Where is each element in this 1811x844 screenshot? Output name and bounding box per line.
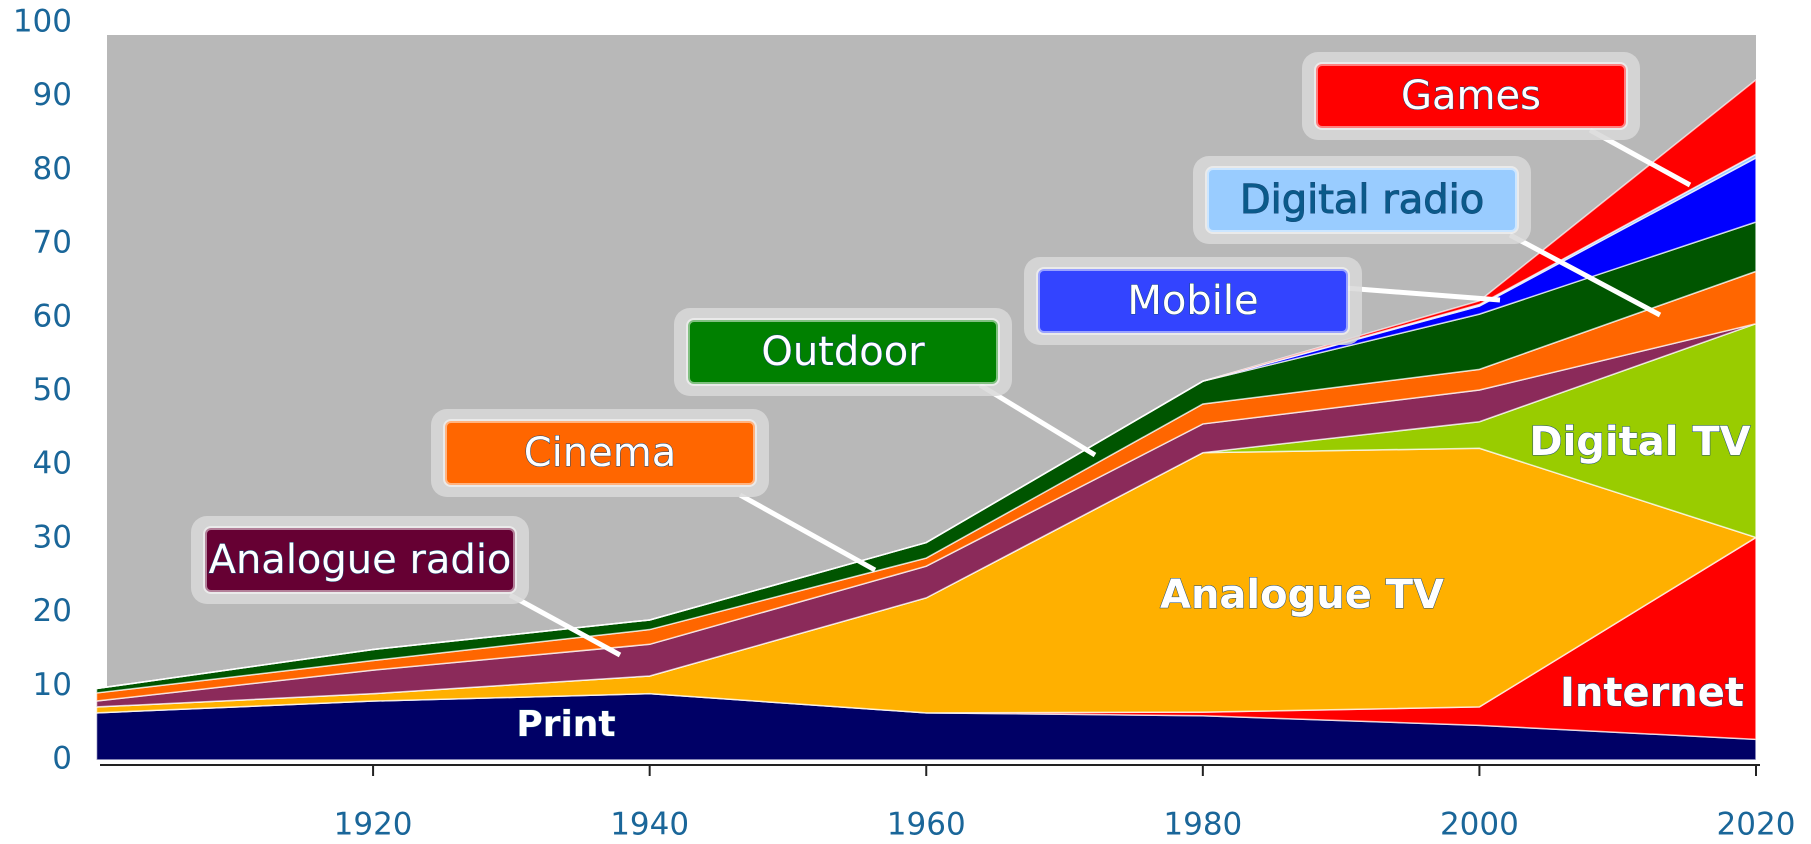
- x-tick-label: 1940: [610, 807, 689, 843]
- y-tick-label: 90: [33, 77, 72, 113]
- x-tick-label: 1960: [887, 807, 966, 843]
- arrow: [978, 382, 1097, 458]
- series-label: Analogue radio: [209, 537, 512, 583]
- x-tick-label: 2000: [1440, 807, 1519, 843]
- series-label: Print: [516, 704, 615, 745]
- areas: [95, 78, 1758, 761]
- y-tick-label: 0: [52, 741, 72, 777]
- arrows: [508, 127, 1692, 658]
- series-label: Cinema: [524, 430, 676, 476]
- label-box: [1205, 166, 1519, 234]
- y-tick-label: 50: [33, 372, 72, 408]
- y-tick-label: 40: [33, 446, 72, 482]
- area: [96, 78, 1757, 690]
- series-label: Games: [1401, 73, 1541, 119]
- x-tick-label: 1920: [334, 807, 413, 843]
- arrow: [738, 492, 877, 573]
- y-tick-label: 20: [33, 593, 72, 629]
- series-label: Digital TV: [1529, 419, 1750, 465]
- arrow: [1344, 285, 1501, 303]
- y-tick-label: 10: [33, 667, 72, 703]
- x-tick-label: 2020: [1717, 807, 1796, 843]
- x-tick-label: 1980: [1163, 807, 1242, 843]
- y-tick-label: 60: [33, 298, 72, 334]
- y-tick-label: 100: [13, 4, 72, 40]
- labels: Print Internet Analogue TV Digital TV Analog…: [191, 52, 1751, 746]
- label-box: [1314, 62, 1628, 130]
- series-label: Internet: [1560, 670, 1744, 716]
- y-tick-label: 80: [33, 151, 72, 187]
- series-label: Digital radio: [1240, 177, 1484, 223]
- arrow: [508, 592, 622, 658]
- label-box: [203, 526, 517, 594]
- arrow: [1508, 232, 1662, 318]
- y-tick-label: 70: [33, 225, 72, 261]
- series-label: Analogue TV: [1160, 572, 1444, 618]
- y-tick-label: 30: [33, 519, 72, 555]
- label-box: [686, 318, 1000, 386]
- label-box: [443, 419, 757, 487]
- series-label: Mobile: [1127, 278, 1258, 324]
- series-label: Outdoor: [761, 329, 925, 375]
- label-box: [1036, 267, 1350, 335]
